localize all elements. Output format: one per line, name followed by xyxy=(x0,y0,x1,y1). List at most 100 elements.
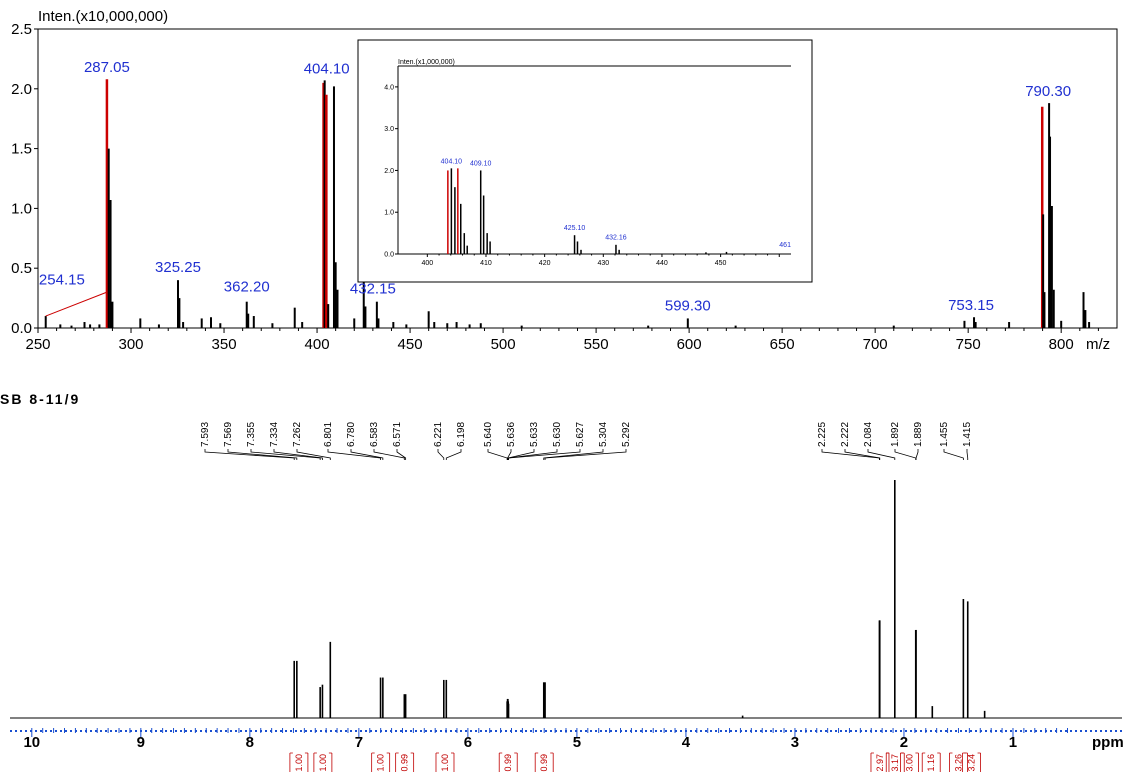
nmr-integral-bracket xyxy=(534,752,554,772)
nmr-integral-bracket xyxy=(435,752,455,772)
nmr-integral-value: 1.00 xyxy=(376,754,386,772)
nmr-shift-label: 7.262 xyxy=(292,422,303,447)
nmr-shift-leader xyxy=(543,449,604,460)
nmr-x-tick-label: 5 xyxy=(573,734,581,751)
ms-x-tick-label: 750 xyxy=(956,336,981,353)
nmr-x-tick-label: 2 xyxy=(900,734,908,751)
nmr-x-tick-label: 1 xyxy=(1009,734,1017,751)
nmr-shift-leader xyxy=(204,449,295,460)
ms-x-tick-label: 350 xyxy=(212,336,237,353)
nmr-shift-leader xyxy=(508,449,581,460)
nmr-shift-label: 1.889 xyxy=(913,422,924,447)
nmr-shift-label: 2.084 xyxy=(863,422,874,447)
nmr-shift-leader xyxy=(894,449,917,460)
ms-x-tick-label: 400 xyxy=(305,336,330,353)
ms-peak-label: 287.05 xyxy=(84,59,130,76)
nmr-shift-label: 5.292 xyxy=(621,422,632,447)
nmr-integral-value: 0.99 xyxy=(400,754,410,772)
inset-x-tick-label: 400 xyxy=(421,260,433,267)
nmr-shift-leader xyxy=(966,449,969,460)
nmr-integral-value: 3.17 xyxy=(890,754,900,772)
nmr-shift-leader xyxy=(821,449,880,460)
nmr-integral-bracket xyxy=(962,752,981,772)
ms-peak-labels: 254.15 287.05 325.25 362.20 404.10 432.15 599.… xyxy=(39,59,1071,314)
ms-peak-label: 753.15 xyxy=(948,297,994,314)
nmr-shift-label: 5.636 xyxy=(506,422,517,447)
inset-x-tick-label: 430 xyxy=(597,260,609,267)
nmr-shift-label: 5.633 xyxy=(529,422,540,447)
nmr-shift-leader xyxy=(487,449,508,460)
inset-y-tick-label: 3.0 xyxy=(384,126,394,133)
ms-x-tick-label: 800 xyxy=(1049,336,1074,353)
nmr-shift-label: 7.355 xyxy=(246,422,257,447)
inset-peak-labels: 404.10 409.10 425.10 432.16 461 xyxy=(441,158,791,249)
inset-y-tick-label: 2.0 xyxy=(384,168,394,175)
nmr-integral-bracket xyxy=(949,752,968,772)
nmr-shift-label: 6.221 xyxy=(433,422,444,447)
nmr-integral-bracket xyxy=(395,752,415,772)
nmr-shift-leader xyxy=(915,449,919,460)
ms-peak-label: 254.15 xyxy=(39,272,85,289)
ms-y-axis: 0.0 0.5 1.0 1.5 2.0 2.5 xyxy=(11,21,38,337)
inset-peaks xyxy=(447,168,728,254)
nmr-integral-bracket xyxy=(900,752,919,772)
ms-x-unit: m/z xyxy=(1086,336,1110,353)
nmr-shift-label: 6.583 xyxy=(369,422,380,447)
nmr-shift-leader xyxy=(227,449,298,460)
nmr-shift-label: 6.801 xyxy=(323,422,334,447)
ms-peak-label: 790.30 xyxy=(1025,83,1071,100)
ms-peak-label: 362.20 xyxy=(224,279,270,296)
nmr-integral-value: 3.00 xyxy=(904,754,914,772)
nmr-integral-value: 1.00 xyxy=(318,754,328,772)
inset-peak-label: 425.10 xyxy=(564,225,586,232)
nmr-integral-bracket xyxy=(313,752,333,772)
inset-peak-label: 432.16 xyxy=(605,234,627,241)
ms-x-tick-label: 450 xyxy=(398,336,423,353)
ms-highlight-connector xyxy=(45,291,108,317)
nmr-integral-value: 1.00 xyxy=(294,754,304,772)
nmr-x-tick-label: 10 xyxy=(23,734,40,751)
nmr-integral-bracket xyxy=(289,752,309,772)
nmr-x-tick-label: 3 xyxy=(791,734,799,751)
ms-peak-label: 325.25 xyxy=(155,259,201,276)
nmr-x-unit: ppm xyxy=(1092,734,1124,751)
nmr-shift-leader xyxy=(373,449,405,460)
ms-x-tick-label: 300 xyxy=(119,336,144,353)
inset-y-tick-label: 0.0 xyxy=(384,252,394,259)
nmr-shift-leader xyxy=(250,449,321,460)
ms-x-tick-label: 250 xyxy=(25,336,50,353)
ms-inset: Inten.(x1,000,000) 0.0 1.0 2.0 3.0 4.0 400 41… xyxy=(357,39,813,283)
nmr-integral-value: 0.99 xyxy=(539,754,549,772)
inset-x-tick-label: 410 xyxy=(480,260,492,267)
nmr-shift-label: 2.222 xyxy=(840,422,851,447)
nmr-shift-label: 5.627 xyxy=(575,422,586,447)
inset-y-tick-label: 4.0 xyxy=(384,84,394,91)
nmr-integrals: 1.00 1.00 1.00 0.99 1.00 0.99 0.99 2.97 3.17 3.00… xyxy=(289,752,981,772)
nmr-shift-leader xyxy=(350,449,384,460)
nmr-integral-value: 0.99 xyxy=(503,754,513,772)
nmr-shift-leader xyxy=(273,449,323,460)
ms-x-tick-label: 600 xyxy=(677,336,702,353)
nmr-shift-leader xyxy=(327,449,381,460)
nmr-shift-leader xyxy=(867,449,896,460)
nmr-shift-leader xyxy=(507,449,535,460)
nmr-shift-leader xyxy=(943,449,964,460)
inset-frame xyxy=(357,39,813,283)
ms-peak-label: 404.10 xyxy=(304,60,350,77)
inset-x-axis: 400 410 420 430 440 450 xyxy=(421,254,780,267)
ms-y-tick-label: 0.0 xyxy=(11,320,32,337)
nmr-x-tick-label: 9 xyxy=(137,734,145,751)
nmr-x-tick-label: 7 xyxy=(355,734,363,751)
ms-y-tick-label: 0.5 xyxy=(11,260,32,277)
nmr-shift-label: 5.304 xyxy=(598,422,609,447)
ms-peak-label: 432.15 xyxy=(350,281,396,298)
inset-x-tick-label: 440 xyxy=(656,260,668,267)
nmr-shift-leader xyxy=(544,449,627,460)
nmr-shift-label: 2.225 xyxy=(817,422,828,447)
ms-x-tick-label: 500 xyxy=(491,336,516,353)
inset-y-title: Inten.(x1,000,000) xyxy=(398,59,455,66)
nmr-integral-value: 3.24 xyxy=(967,754,977,772)
nmr-shift-labels: 7.593 7.569 7.355 7.334 7.262 6.801 6.780 6.583… xyxy=(200,422,973,460)
ms-y-tick-label: 2.5 xyxy=(11,21,32,38)
nmr-integral-value: 2.97 xyxy=(875,754,885,772)
